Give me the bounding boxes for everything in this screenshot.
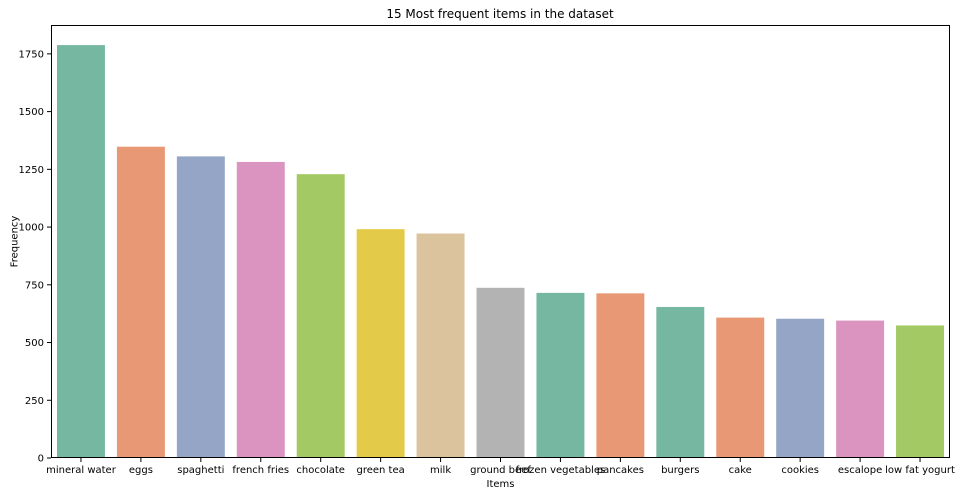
bar-mineral-water: [56, 45, 105, 459]
x-tick-label: pancakes: [597, 465, 644, 476]
x-tick-label: cake: [729, 465, 752, 476]
x-tick-label: chocolate: [296, 465, 345, 476]
bar-spaghetti: [176, 156, 225, 458]
y-tick-label: 0: [38, 454, 44, 465]
bar-burgers: [656, 306, 705, 458]
bar-cookies: [776, 318, 825, 458]
bar-escalope: [836, 320, 885, 458]
bar-eggs: [116, 146, 165, 458]
x-axis: mineral water eggs spaghetti french fries ch…: [46, 458, 955, 476]
bars-group: [56, 45, 945, 459]
x-tick-label: ground beef: [470, 465, 531, 476]
x-tick-label: cookies: [781, 465, 819, 476]
bar-milk: [416, 233, 465, 458]
x-tick-label: low fat yogurt: [885, 465, 955, 476]
x-tick-label: escalope: [838, 465, 882, 476]
bar-ground-beef: [476, 287, 525, 458]
x-tick-label: milk: [430, 465, 451, 476]
bar-green-tea: [356, 229, 405, 458]
bar-cake: [716, 317, 765, 458]
bar-chocolate: [296, 174, 345, 458]
x-tick-label: frozen vegetables: [516, 465, 606, 476]
x-tick-label: mineral water: [46, 465, 117, 476]
bar-french-fries: [236, 161, 285, 458]
y-tick-label: 1500: [19, 107, 44, 118]
bar-low-fat-yogurt: [896, 325, 945, 458]
x-tick-label: eggs: [129, 465, 153, 476]
x-tick-label: burgers: [661, 465, 699, 476]
x-tick-label: green tea: [357, 465, 405, 476]
y-tick-label: 750: [25, 280, 44, 291]
y-tick-label: 1000: [19, 223, 44, 234]
x-tick-label: french fries: [232, 465, 289, 476]
y-tick-label: 1250: [19, 165, 44, 176]
bar-pancakes: [596, 293, 645, 458]
y-tick-label: 1750: [19, 49, 44, 60]
y-axis: 0 250 500 750 1000 1250 1500 1750: [19, 49, 51, 465]
chart-title: 15 Most frequent items in the dataset: [386, 7, 614, 21]
y-axis-label: Frequency: [10, 216, 21, 268]
x-tick-label: spaghetti: [177, 465, 224, 476]
y-tick-label: 250: [25, 396, 44, 407]
plot-frame: [51, 25, 950, 458]
x-axis-label: Items: [487, 479, 515, 490]
bar-frozen-vegetables: [536, 292, 585, 458]
y-tick-label: 500: [25, 338, 44, 349]
